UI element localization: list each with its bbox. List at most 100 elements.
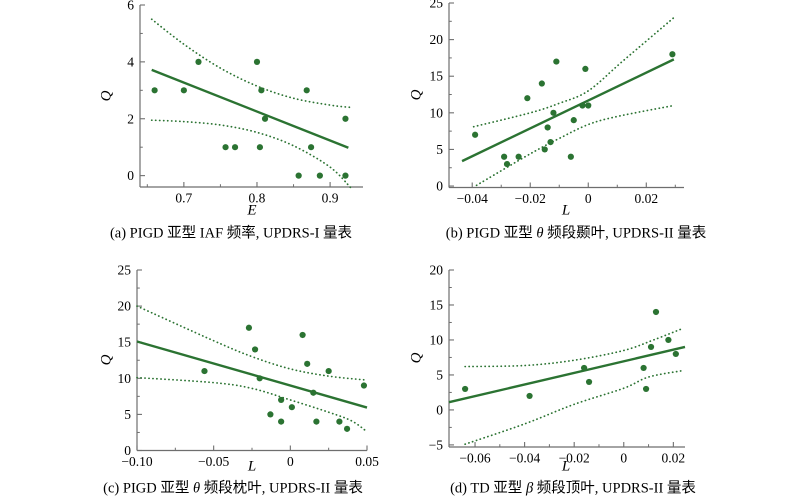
panel-c-caption: (c) PIGD 亚型 θ 频段枕叶, UPDRS-II 量表 <box>103 480 363 497</box>
scatter-point <box>195 58 202 65</box>
y-tick-label: 20 <box>430 263 444 278</box>
scatter-point <box>647 343 655 351</box>
scatter-point <box>256 144 264 151</box>
scatter-point <box>462 385 469 393</box>
y-tick-label: 0 <box>436 402 443 417</box>
y-tick-label: 25 <box>430 0 444 11</box>
scatter-point <box>231 144 239 151</box>
y-tick-label: 6 <box>127 0 134 13</box>
scatter-point <box>342 172 349 179</box>
y-tick-label: 5 <box>124 407 131 422</box>
scatter-point <box>307 144 315 151</box>
x-tick-label: 0.02 <box>662 451 686 466</box>
scatter-point <box>570 117 577 124</box>
scatter-point <box>261 115 269 122</box>
panel-b: −0.04 −0.02 0 0.02 0 5 10 15 20 25 <box>430 0 684 206</box>
y-tick-label: 15 <box>430 297 444 312</box>
scatter-point <box>278 396 285 404</box>
panel-a-ylabel: Q <box>98 90 115 102</box>
x-tick-label: −0.05 <box>198 454 229 469</box>
panel-a-xlabel: E <box>247 202 257 219</box>
scatter-point <box>640 364 647 372</box>
y-tick-label: 10 <box>430 332 444 347</box>
y-tick-label: 20 <box>118 299 132 314</box>
x-tick-label: −0.04 <box>457 191 488 206</box>
ci_lower-dotted-curve <box>475 104 675 187</box>
scatter-point <box>278 418 285 425</box>
regression-line <box>461 58 675 163</box>
scatter-point <box>585 378 593 386</box>
scatter-point <box>524 95 531 102</box>
y-tick-label: 20 <box>430 32 444 47</box>
y-tick-label: −5 <box>429 437 444 452</box>
scatter-point <box>180 87 187 94</box>
x-tick-label: 0.7 <box>175 191 192 206</box>
x-tick-label: −0.02 <box>515 191 546 206</box>
panel-b-ylabel: Q <box>408 89 425 101</box>
scatter-point <box>544 124 551 131</box>
scatter-point <box>253 58 261 65</box>
x-tick-label: −0.06 <box>459 451 490 466</box>
scatter-point <box>245 324 253 331</box>
y-tick-label: 0 <box>127 168 134 183</box>
x-tick-label: −0.10 <box>121 454 152 469</box>
scatter-point <box>567 153 574 160</box>
scatter-point <box>316 172 323 179</box>
regression-line <box>136 340 368 409</box>
y-tick-label: 0 <box>436 179 443 194</box>
scatter-point <box>582 65 589 72</box>
x-tick-label: −0.02 <box>559 451 590 466</box>
panel-d-xlabel: L <box>561 458 571 475</box>
scatter-point <box>515 153 522 160</box>
scatter-point <box>222 144 229 151</box>
scatter-point <box>579 102 586 109</box>
scatter-point <box>303 87 310 94</box>
y-tick-label: 5 <box>436 367 443 382</box>
scatter-point <box>288 404 295 411</box>
x-tick-label: 0.02 <box>634 191 658 206</box>
scatter-point <box>342 115 349 122</box>
scatter-point <box>295 172 302 179</box>
y-tick-label: 2 <box>127 111 134 126</box>
ci_lower-dotted-curve <box>136 376 368 433</box>
scatter-point <box>550 109 557 116</box>
scatter-point <box>310 389 317 396</box>
x-tick-label: 0.05 <box>355 454 379 469</box>
scatter-point <box>581 364 588 372</box>
scatter-point <box>325 367 332 375</box>
scatter-point <box>299 331 306 339</box>
scatter-point <box>256 375 263 382</box>
scatter-point <box>652 308 660 316</box>
scatter-point <box>151 87 158 94</box>
x-tick-label: 0.8 <box>249 191 266 206</box>
y-tick-label: 10 <box>430 105 444 120</box>
ci_upper-dotted-curve <box>464 327 683 368</box>
scatter-point <box>669 51 676 58</box>
ci_upper-dotted-curve <box>472 16 675 128</box>
x-tick-label: 0 <box>287 454 294 469</box>
scatter-point <box>343 425 351 432</box>
regression-line <box>448 345 686 404</box>
scatter-point <box>304 360 311 367</box>
panel-d: −0.06 −0.04 −0.02 0 0.02 −5 0 5 10 15 20 <box>429 263 686 466</box>
x-tick-label: 0 <box>585 191 592 206</box>
scatter-point <box>267 411 274 418</box>
panel-c-xlabel: L <box>247 458 257 475</box>
scatter-point <box>526 392 533 400</box>
x-tick-label: 0 <box>620 451 627 466</box>
scatter-point <box>538 80 545 87</box>
y-tick-label: 15 <box>430 69 444 84</box>
panel-b-xlabel: L <box>561 202 571 219</box>
panel-c-ylabel: Q <box>98 354 115 366</box>
y-tick-label: 5 <box>436 142 443 157</box>
ci_upper-dotted-curve <box>150 18 352 109</box>
panel-b-caption: (b) PIGD 亚型 θ 频段颞叶, UPDRS-II 量表 <box>445 225 707 242</box>
scatter-point <box>501 153 508 160</box>
scatter-point <box>547 139 554 146</box>
panel-a: 0.7 0.8 0.9 0 2 4 6 <box>127 0 363 206</box>
panel-d-caption: (d) TD 亚型 β 频段顶叶, UPDRS-II 量表 <box>450 480 696 497</box>
ci_lower-dotted-curve <box>150 119 352 189</box>
panel-a-caption: (a) PIGD 亚型 IAF 频率, UPDRS-I 量表 <box>109 225 353 242</box>
